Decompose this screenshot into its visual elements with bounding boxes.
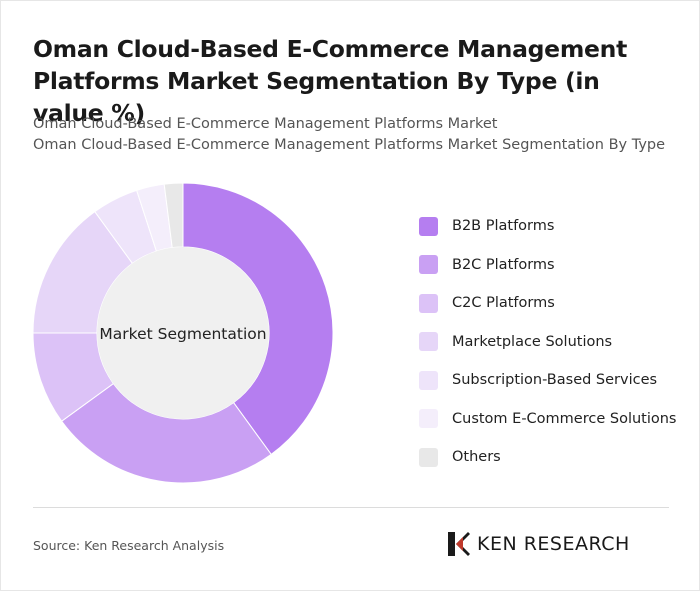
legend-swatch <box>419 332 438 352</box>
legend-swatch <box>419 409 438 429</box>
legend-label: Subscription-Based Services <box>452 372 658 389</box>
legend-item: C2C Platforms <box>419 284 677 323</box>
legend-label: Marketplace Solutions <box>452 333 613 350</box>
chart-legend: B2B Platforms B2C Platforms C2C Platforms M… <box>419 207 677 477</box>
legend-label: Others <box>452 449 501 466</box>
legend-swatch <box>419 216 438 236</box>
legend-item: Custom E-Commerce Solutions <box>419 400 677 439</box>
legend-item: Subscription-Based Services <box>419 361 677 400</box>
legend-item: B2C Platforms <box>419 246 677 285</box>
legend-label: B2B Platforms <box>452 218 555 235</box>
footer-divider <box>33 507 669 508</box>
legend-item: B2B Platforms <box>419 207 677 246</box>
legend-swatch <box>419 255 438 275</box>
source-note: Source: Ken Research Analysis <box>33 538 225 553</box>
legend-swatch <box>419 370 438 390</box>
legend-label: C2C Platforms <box>452 295 555 312</box>
legend-swatch <box>419 293 438 313</box>
subtitle-line-2: Oman Cloud-Based E-Commerce Management P… <box>33 137 666 153</box>
donut-center-label: Market Segmentation <box>99 325 266 343</box>
legend-item: Others <box>419 438 677 477</box>
legend-label: Custom E-Commerce Solutions <box>452 410 677 427</box>
chart-subtitle: Oman Cloud-Based E-Commerce Management P… <box>33 114 683 156</box>
legend-swatch <box>419 447 438 467</box>
donut-chart: Market Segmentation <box>32 182 334 484</box>
legend-label: B2C Platforms <box>452 256 555 273</box>
ken-research-logo-icon <box>448 532 470 556</box>
legend-item: Marketplace Solutions <box>419 323 677 362</box>
donut-hole <box>97 247 269 419</box>
subtitle-line-1: Oman Cloud-Based E-Commerce Management P… <box>33 116 498 132</box>
ken-research-logo: KEN RESEARCH <box>447 531 630 557</box>
ken-research-logo-text: KEN RESEARCH <box>477 533 630 555</box>
chart-title: Oman Cloud-Based E-Commerce Management P… <box>33 35 628 127</box>
